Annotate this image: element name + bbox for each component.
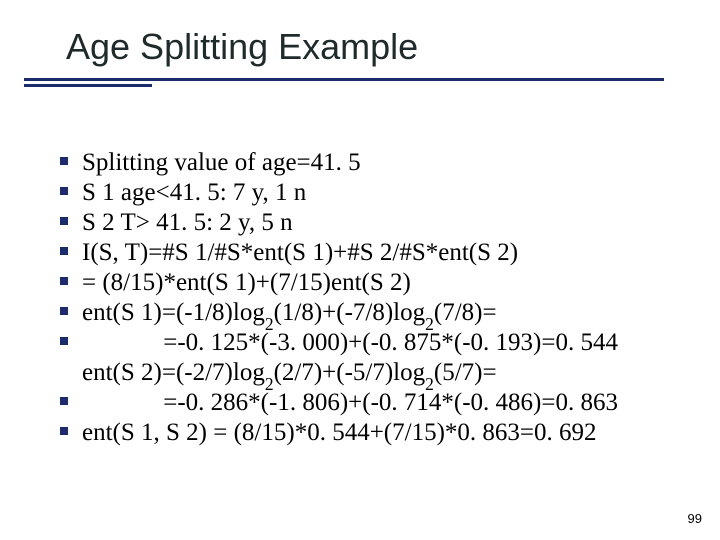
body-line: S 1 age<41. 5: 7 y, 1 n	[60, 178, 680, 208]
body-line-text: =-0. 125*(-3. 000)+(-0. 875*(-0. 193)=0.…	[82, 328, 618, 358]
square-bullet-icon	[60, 157, 68, 165]
square-bullet-icon	[60, 187, 68, 195]
body-line-text: S 2 T> 41. 5: 2 y, 5 n	[82, 208, 293, 238]
body-line: I(S, T)=#S 1/#S*ent(S 1)+#S 2/#S*ent(S 2…	[60, 238, 680, 268]
square-bullet-icon	[60, 247, 68, 255]
body-line-text: Splitting value of age=41. 5	[82, 148, 361, 178]
slide-title: Age Splitting Example	[66, 26, 680, 68]
body-line: ent(S 1, S 2) = (8/15)*0. 544+(7/15)*0. …	[60, 418, 680, 448]
body-line: =-0. 125*(-3. 000)+(-0. 875*(-0. 193)=0.…	[60, 328, 680, 358]
square-bullet-icon	[60, 307, 68, 315]
body-line-text: ent(S 1, S 2) = (8/15)*0. 544+(7/15)*0. …	[82, 418, 597, 448]
body-line-text: =-0. 286*(-1. 806)+(-0. 714*(-0. 486)=0.…	[82, 388, 618, 418]
title-underline	[24, 78, 684, 88]
square-bullet-icon	[60, 397, 68, 405]
body-line: =-0. 286*(-1. 806)+(-0. 714*(-0. 486)=0.…	[60, 388, 680, 418]
square-bullet-icon	[60, 337, 68, 345]
body-line-text: S 1 age<41. 5: 7 y, 1 n	[82, 178, 306, 208]
body-line-text: ent(S 2)=(-2/7)log2(2/7)+(-5/7)log2(5/7)…	[82, 358, 497, 388]
body-line: S 2 T> 41. 5: 2 y, 5 n	[60, 208, 680, 238]
slide: { "title": { "text": "Age Splitting Exam…	[0, 0, 720, 540]
underline-short	[24, 84, 152, 87]
body-line: ent(S 2)=(-2/7)log2(2/7)+(-5/7)log2(5/7)…	[60, 358, 680, 388]
square-bullet-icon	[60, 367, 68, 375]
body-text: Splitting value of age=41. 5S 1 age<41. …	[60, 148, 680, 448]
square-bullet-icon	[60, 277, 68, 285]
underline-long	[24, 78, 664, 81]
title-area: Age Splitting Example	[66, 26, 680, 68]
body-line-text: ent(S 1)=(-1/8)log2(1/8)+(-7/8)log2(7/8)…	[82, 298, 497, 328]
body-line-text: = (8/15)*ent(S 1)+(7/15)ent(S 2)	[82, 268, 411, 298]
body-line: ent(S 1)=(-1/8)log2(1/8)+(-7/8)log2(7/8)…	[60, 298, 680, 328]
body-line: = (8/15)*ent(S 1)+(7/15)ent(S 2)	[60, 268, 680, 298]
body-line: Splitting value of age=41. 5	[60, 148, 680, 178]
square-bullet-icon	[60, 427, 68, 435]
page-number: 99	[688, 511, 702, 526]
body-line-text: I(S, T)=#S 1/#S*ent(S 1)+#S 2/#S*ent(S 2…	[82, 238, 518, 268]
square-bullet-icon	[60, 217, 68, 225]
